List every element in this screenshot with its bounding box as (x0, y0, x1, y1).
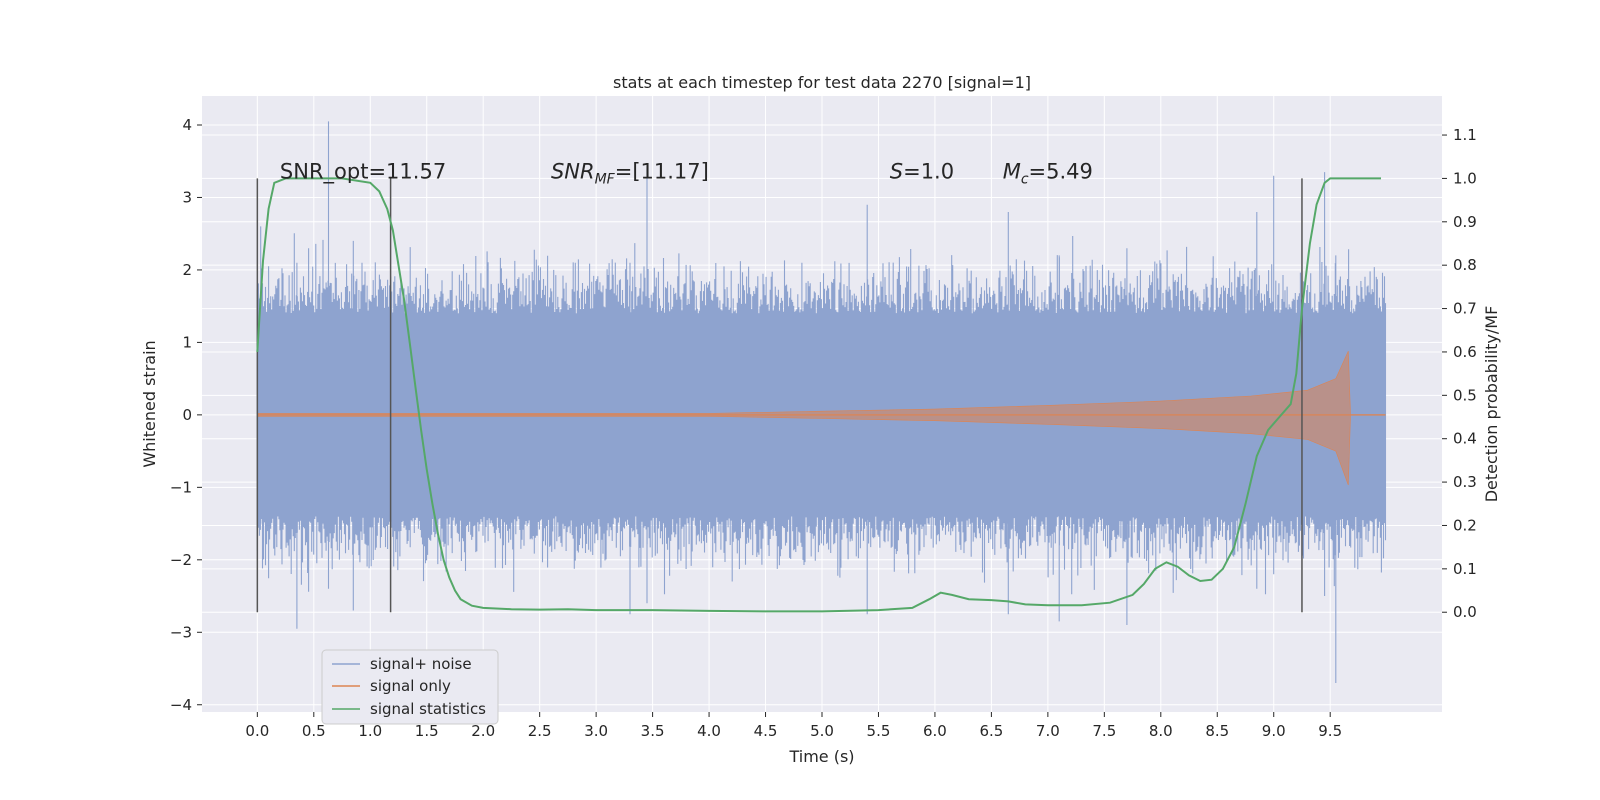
annotation: Mc=5.49 (1003, 159, 1093, 187)
x-tick-label: 9.0 (1262, 722, 1286, 740)
y2-tick-label: 1.0 (1453, 169, 1477, 187)
annotations: SNR_opt=11.57 SNRMF=[11.17] S=1.0 Mc=5.49 (280, 159, 1093, 187)
x-tick-label: 8.5 (1205, 722, 1229, 740)
x-axis-label: Time (s) (788, 747, 854, 766)
x-tick-label: 6.5 (979, 722, 1003, 740)
y2-axis-label: Detection probability/MF (1482, 306, 1501, 503)
x-tick-label: 8.0 (1149, 722, 1173, 740)
x-tick-label: 7.5 (1092, 722, 1116, 740)
signal-statistics-line (256, 177, 1381, 613)
x-tick-label: 4.0 (697, 722, 721, 740)
x-tick-label: 5.0 (810, 722, 834, 740)
annotation: SNRMF=[11.17] (551, 159, 709, 187)
y-tick-label: 4 (182, 116, 192, 134)
y2-axis-ticks: 1.1 1.0 0.9 0.8 0.7 0.6 0.5 0.4 0.3 0.2 0.1 0.0 (1442, 126, 1477, 621)
x-tick-label: 6.0 (923, 722, 947, 740)
vertical-markers (256, 178, 1303, 613)
y2-tick-label: 0.9 (1453, 213, 1477, 231)
y-tick-label: 1 (182, 333, 192, 351)
y-axis-ticks: 4 3 2 1 0 −1 −2 −3 −4 (170, 116, 202, 714)
y-tick-label: −2 (170, 551, 192, 569)
x-tick-label: 0.5 (302, 722, 326, 740)
x-axis-ticks: 0.0 0.5 1.0 1.5 2.0 2.5 3.0 3.5 4.0 4.5 5.0 5.5 6.0 6… (245, 712, 1342, 740)
legend-box (321, 649, 499, 725)
x-tick-label: 1.5 (415, 722, 439, 740)
y-tick-label: 2 (182, 261, 192, 279)
signal-statistics-series (256, 177, 1381, 613)
annotation: S=1.0 (890, 159, 954, 183)
x-tick-label: 3.0 (584, 722, 608, 740)
y2-tick-label: 0.0 (1453, 603, 1477, 621)
x-tick-label: 7.0 (1036, 722, 1060, 740)
y2-tick-label: 0.6 (1453, 343, 1477, 361)
y-tick-label: −4 (170, 696, 192, 714)
y2-tick-label: 0.5 (1453, 386, 1477, 404)
y2-tick-label: 0.7 (1453, 300, 1477, 318)
y-tick-label: −1 (170, 478, 192, 496)
x-tick-label: 4.5 (754, 722, 778, 740)
legend: signal+ noise signal only signal statist… (321, 649, 499, 725)
x-tick-label: 5.5 (867, 722, 891, 740)
y-axis-label: Whitened strain (140, 340, 159, 467)
x-tick-label: 2.0 (471, 722, 495, 740)
x-tick-label: 2.5 (528, 722, 552, 740)
x-tick-label: 3.5 (641, 722, 665, 740)
chart-title: stats at each timestep for test data 227… (613, 73, 1031, 92)
y-tick-label: 3 (182, 188, 192, 206)
x-tick-label: 0.0 (245, 722, 269, 740)
annotation: SNR_opt=11.57 (280, 159, 446, 184)
y2-tick-label: 0.1 (1453, 560, 1477, 578)
x-tick-label: 1.0 (358, 722, 382, 740)
y2-tick-label: 0.2 (1453, 516, 1477, 534)
y-tick-label: −3 (170, 623, 192, 641)
legend-label-noise: signal+ noise (370, 655, 472, 673)
legend-label-stats: signal statistics (370, 700, 486, 718)
x-tick-label: 9.5 (1318, 722, 1342, 740)
signal-only-series (257, 350, 1386, 486)
y-tick-label: 0 (182, 406, 192, 424)
y2-tick-label: 1.1 (1453, 126, 1477, 144)
legend-label-signal: signal only (370, 677, 451, 695)
y2-tick-label: 0.8 (1453, 256, 1477, 274)
y2-tick-label: 0.4 (1453, 430, 1477, 448)
y2-tick-label: 0.3 (1453, 473, 1477, 491)
